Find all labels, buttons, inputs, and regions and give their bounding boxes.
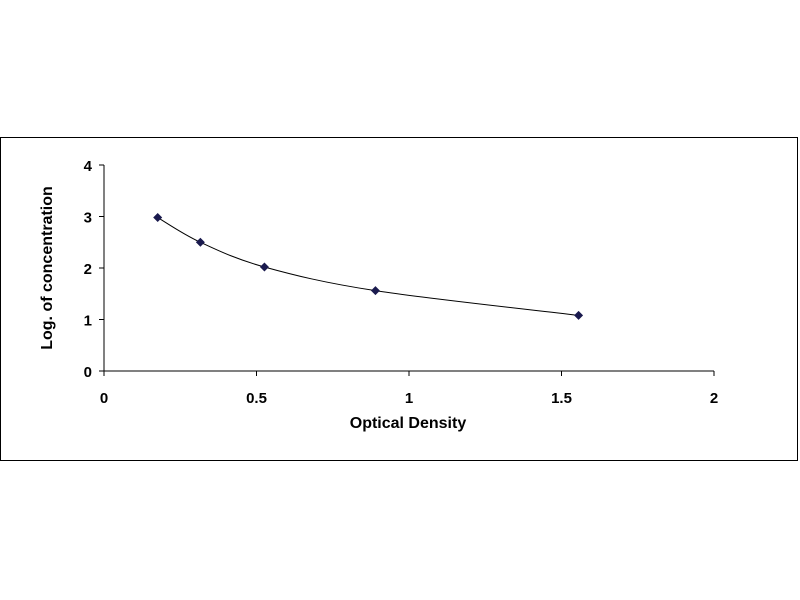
- data-point-marker: [370, 286, 380, 296]
- y-tick-label: 3: [84, 210, 92, 227]
- chart-frame: [0, 137, 798, 461]
- x-tick-label: 1: [405, 390, 413, 407]
- y-tick-label: 0: [84, 364, 92, 381]
- data-point-marker: [195, 237, 205, 247]
- y-tick-label: 1: [84, 313, 92, 330]
- trendline: [157, 217, 579, 316]
- x-tick-label: 0: [100, 390, 108, 407]
- y-ticks: 0 1 2 3 4: [84, 158, 104, 381]
- data-point-marker: [153, 213, 163, 223]
- data-point-marker: [574, 310, 584, 320]
- y-tick-label: 2: [84, 261, 92, 278]
- data-point-marker: [259, 262, 269, 272]
- x-tick-label: 0.5: [246, 390, 267, 407]
- data-points: [153, 213, 584, 320]
- axes: [103, 165, 714, 372]
- x-ticks: 0 0.5 1 1.5 2: [100, 371, 718, 407]
- x-axis-title: Optical Density: [350, 415, 467, 432]
- x-tick-label: 2: [710, 390, 718, 407]
- y-tick-label: 4: [84, 158, 93, 175]
- y-axis-title: Log. of concentration: [39, 186, 56, 350]
- x-tick-label: 1.5: [551, 390, 572, 407]
